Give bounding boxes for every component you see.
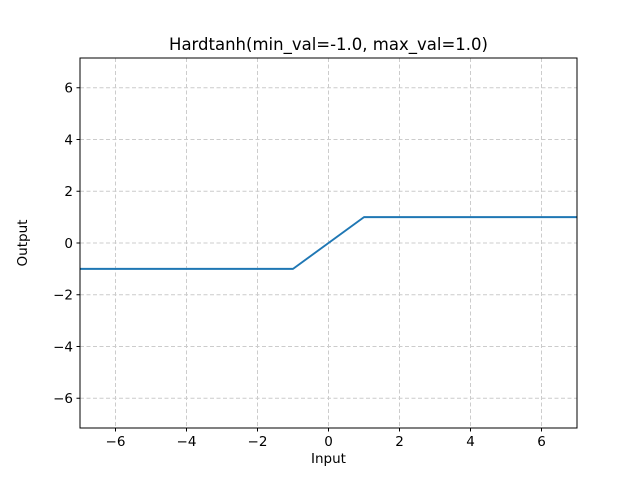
y-tick-label: −4 bbox=[53, 339, 73, 355]
x-tick-label: 2 bbox=[395, 434, 404, 450]
x-axis-label: Input bbox=[311, 451, 346, 467]
y-tick-label: −2 bbox=[53, 288, 73, 304]
x-tick-label: −4 bbox=[177, 434, 197, 450]
x-tick-label: 4 bbox=[466, 434, 475, 450]
y-tick-label: 2 bbox=[64, 184, 73, 200]
series-line-layer bbox=[80, 216, 577, 270]
y-tick-label: −6 bbox=[53, 391, 73, 407]
x-tick-label: −6 bbox=[106, 434, 126, 450]
hardtanh-curve bbox=[80, 216, 577, 270]
x-tick-label: −2 bbox=[248, 434, 268, 450]
y-tick-label: 4 bbox=[64, 132, 73, 148]
grid-layer bbox=[80, 58, 577, 428]
y-tick-label: 0 bbox=[64, 236, 73, 252]
x-tick-label: 6 bbox=[537, 434, 546, 450]
chart-title: Hardtanh(min_val=-1.0, max_val=1.0) bbox=[169, 35, 488, 55]
y-axis-label: Output bbox=[15, 220, 31, 267]
y-tick-label: 6 bbox=[64, 81, 73, 97]
x-tick-label: 0 bbox=[324, 434, 333, 450]
axes-layer: −6 −4 −2 0 2 4 6 −6 −4 −2 0 2 4 6 bbox=[53, 57, 578, 450]
